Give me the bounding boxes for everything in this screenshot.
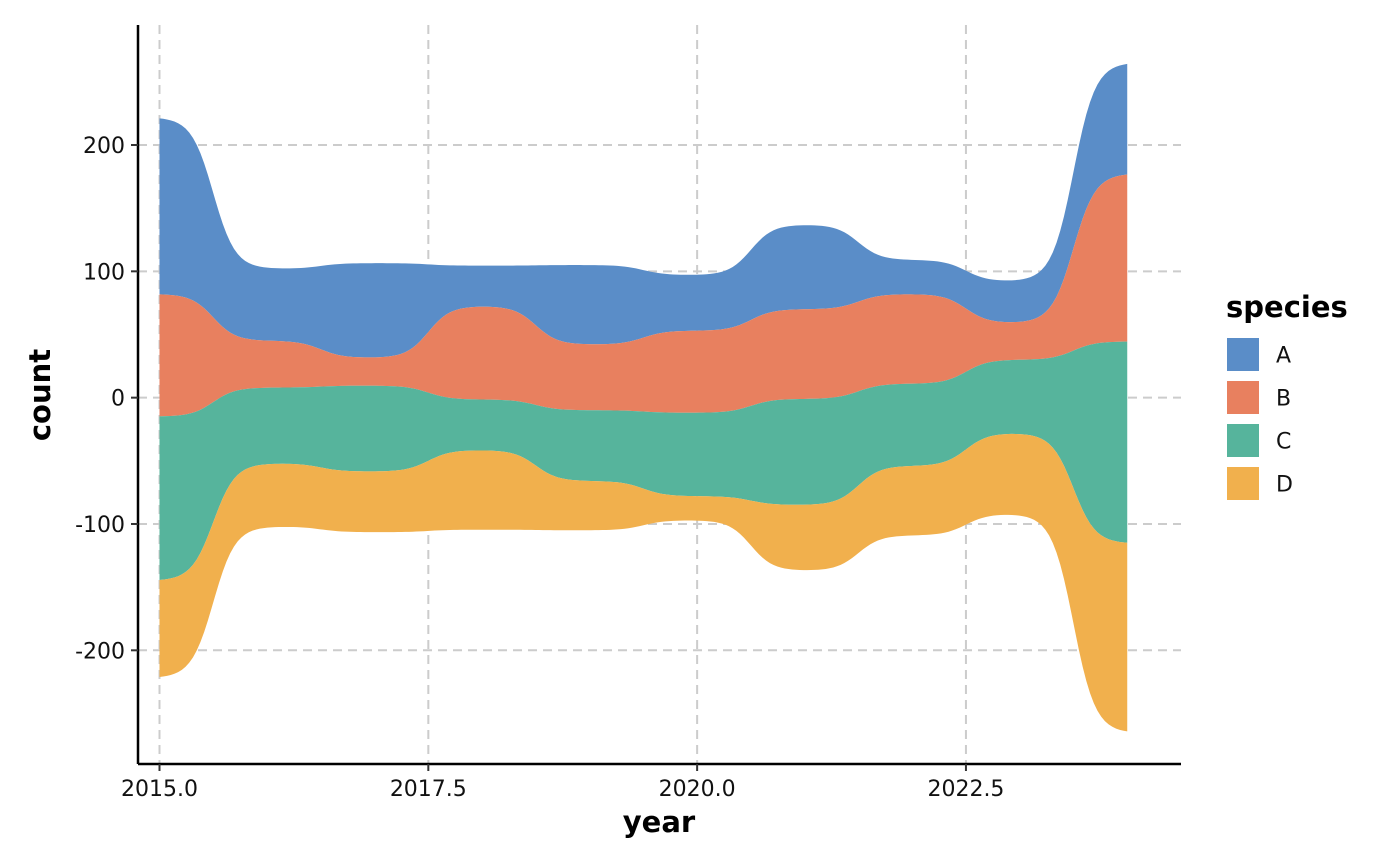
legend-title: species [1226,290,1348,324]
stream-areas [159,63,1128,732]
y-tick-label-2: 0 [111,387,125,412]
y-axis-title: count [23,349,57,441]
stream-area-A [159,63,1128,358]
tick-labels: 2015.0 2017.5 2020.0 2022.5 -200 -100 0 100 200 [75,134,1004,802]
y-tick-label-0: -200 [75,639,125,664]
x-tick-label-3: 2022.5 [927,777,1004,802]
x-tick-label-0: 2015.0 [121,777,198,802]
y-tick-label-1: -100 [75,513,125,538]
legend-swatch-A [1227,338,1259,371]
axes [131,25,1181,771]
legend-label-D: D [1276,473,1293,498]
stream-area-D [159,433,1128,732]
legend-label-B: B [1276,387,1291,412]
y-tick-label-4: 200 [83,134,125,159]
legend-swatch-B [1227,381,1259,414]
legend-label-C: C [1276,430,1291,455]
legend-swatch-D [1227,467,1259,500]
y-tick-label-3: 100 [83,260,125,285]
stream-area-C [159,341,1128,580]
x-axis-title: year [623,805,696,839]
legend-label-A: A [1276,344,1291,369]
x-tick-label-1: 2017.5 [390,777,467,802]
x-tick-label-2: 2020.0 [659,777,736,802]
legend-swatch-C [1227,424,1259,457]
stream-area-B [159,174,1128,417]
